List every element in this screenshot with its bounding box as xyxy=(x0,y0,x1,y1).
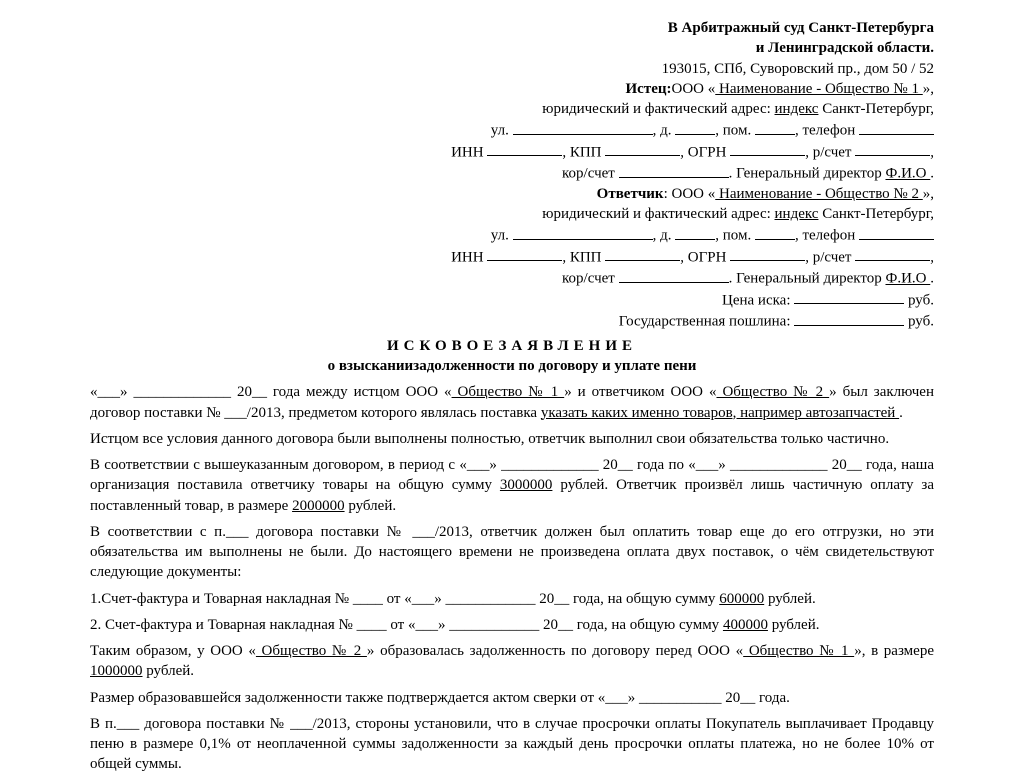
defendant-street: ул. , д. , пом. , телефон xyxy=(90,224,934,246)
para-2: Истцом все условия данного договора были… xyxy=(90,429,934,449)
header-block: В Арбитражный суд Санкт-Петербурга и Лен… xyxy=(90,18,934,332)
plaintiff-name: Наименование - Общество № 1 xyxy=(715,81,923,97)
para-8: Размер образовавшейся задолженности такж… xyxy=(90,688,934,708)
plaintiff-line: Истец:ООО « Наименование - Общество № 1 … xyxy=(90,79,934,99)
para-6: 2. Счет-фактура и Товарная накладная № _… xyxy=(90,615,934,635)
addr-index: индекс xyxy=(775,101,819,117)
document-page: В Арбитражный суд Санкт-Петербурга и Лен… xyxy=(0,0,1024,775)
para-9: В п.___ договора поставки № ___/2013, ст… xyxy=(90,714,934,775)
plaintiff-street: ул. , д. , пом. , телефон xyxy=(90,119,934,141)
defendant-ks: кор/счет . Генеральный директор Ф.И.О . xyxy=(90,267,934,289)
plaintiff-ids: ИНН , КПП , ОГРН , р/счет , xyxy=(90,141,934,163)
para-1: «___» _____________ 20__ года между истц… xyxy=(90,382,934,423)
court-name-2: и Ленинградской области. xyxy=(90,38,934,58)
fio-2: Ф.И.О xyxy=(885,271,930,287)
document-subtitle: о взысканиизадолженности по договору и у… xyxy=(90,356,934,376)
plaintiff-addr: юридический и фактический адрес: индекс … xyxy=(90,99,934,119)
defendant-name: Наименование - Общество № 2 xyxy=(715,186,923,202)
defendant-ids: ИНН , КПП , ОГРН , р/счет , xyxy=(90,246,934,268)
para-4: В соответствии с п.___ договора поставки… xyxy=(90,522,934,583)
court-address: 193015, СПб, Суворовский пр., дом 50 / 5… xyxy=(90,59,934,79)
court-name-1: В Арбитражный суд Санкт-Петербурга xyxy=(90,18,934,38)
state-duty: Государственная пошлина: руб. xyxy=(90,310,934,332)
plaintiff-ks: кор/счет . Генеральный директор Ф.И.О . xyxy=(90,162,934,184)
defendant-addr: юридический и фактический адрес: индекс … xyxy=(90,204,934,224)
defendant-label: Ответчик xyxy=(597,186,664,202)
para-5: 1.Счет-фактура и Товарная накладная № __… xyxy=(90,589,934,609)
document-title: ИСКОВОЕЗАЯВЛЕНИЕ xyxy=(90,336,934,356)
plaintiff-label: Истец: xyxy=(626,81,672,97)
claim-price: Цена иска: руб. xyxy=(90,289,934,311)
defendant-line: Ответчик: ООО « Наименование - Общество … xyxy=(90,184,934,204)
para-3: В соответствии с вышеуказанным договором… xyxy=(90,455,934,516)
para-7: Таким образом, у ООО « Общество № 2 » об… xyxy=(90,641,934,682)
fio-1: Ф.И.О xyxy=(885,166,930,182)
